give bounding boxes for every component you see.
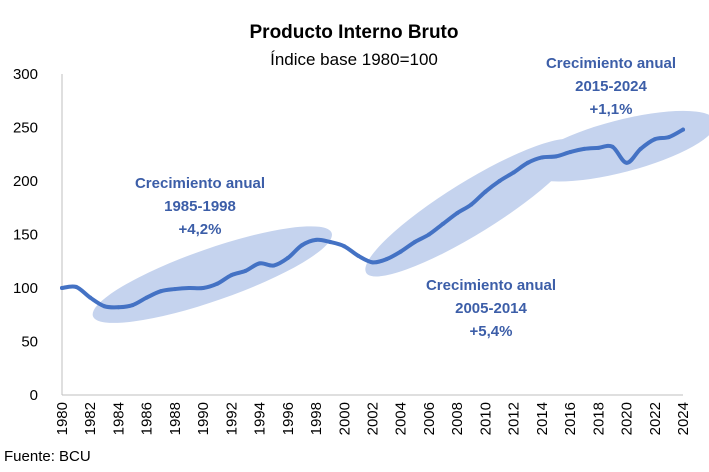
gdp-data-point bbox=[102, 304, 107, 309]
gdp-data-point bbox=[299, 243, 304, 248]
annotation-line: +1,1% bbox=[590, 101, 633, 118]
gdp-data-point bbox=[539, 155, 544, 160]
axes-layer: 0 50 100 150 200 250 300 1980 1982 1984 1986 1988 19… bbox=[13, 66, 692, 435]
gdp-data-point bbox=[582, 146, 587, 151]
growth-period-highlight bbox=[92, 226, 332, 323]
gdp-data-point bbox=[130, 303, 135, 308]
gdp-data-point bbox=[568, 150, 573, 155]
gdp-data-point bbox=[342, 244, 347, 249]
annotation-line: +5,4% bbox=[470, 323, 513, 340]
source-note: Fuente: BCU bbox=[4, 448, 91, 465]
gdp-data-point bbox=[158, 289, 163, 294]
gdp-data-point bbox=[624, 160, 629, 165]
annotation-line: 2015-2024 bbox=[575, 78, 647, 95]
x-tick-label: 2020 bbox=[619, 402, 636, 435]
gdp-data-point bbox=[596, 145, 601, 150]
gdp-data-point bbox=[412, 239, 417, 244]
gdp-data-point bbox=[681, 127, 685, 132]
gdp-data-point bbox=[553, 154, 558, 159]
gdp-data-point bbox=[328, 239, 333, 244]
growth-annotation: Crecimiento anual 1985-1998 +4,2% bbox=[135, 175, 265, 238]
gdp-data-point bbox=[116, 305, 121, 310]
gdp-data-point bbox=[229, 273, 234, 278]
annotation-line: Crecimiento anual bbox=[135, 175, 265, 192]
gdp-data-point bbox=[60, 286, 64, 290]
y-tick-label: 100 bbox=[13, 280, 38, 297]
x-tick-label: 2012 bbox=[506, 402, 523, 435]
x-tick-label: 1986 bbox=[139, 402, 156, 435]
x-tick-label: 2008 bbox=[449, 402, 466, 435]
gdp-data-point bbox=[172, 287, 177, 292]
growth-annotation: Crecimiento anual 2015-2024 +1,1% bbox=[546, 55, 676, 118]
gdp-data-point bbox=[511, 170, 516, 175]
x-tick-label: 2002 bbox=[365, 402, 382, 435]
gdp-data-point bbox=[88, 295, 93, 300]
gdp-data-point bbox=[74, 284, 79, 289]
series-layer bbox=[60, 127, 685, 310]
gdp-data-point bbox=[652, 137, 657, 142]
y-tick-label: 0 bbox=[30, 387, 38, 404]
chart-title: Producto Interno Bruto bbox=[250, 22, 459, 43]
x-tick-label: 2010 bbox=[477, 402, 494, 435]
growth-annotation: Crecimiento anual 2005-2014 +5,4% bbox=[426, 277, 556, 340]
x-tick-label: 2006 bbox=[421, 402, 438, 435]
annotation-line: Crecimiento anual bbox=[426, 277, 556, 294]
gdp-data-point bbox=[314, 237, 319, 242]
x-tick-label: 1992 bbox=[223, 402, 240, 435]
gdp-data-point bbox=[638, 146, 643, 151]
x-tick-label: 2022 bbox=[647, 402, 664, 435]
gdp-data-point bbox=[441, 221, 446, 226]
gdp-data-point bbox=[666, 135, 671, 140]
gdp-data-point bbox=[455, 211, 460, 216]
gdp-data-point bbox=[497, 179, 502, 183]
x-tick-label: 2018 bbox=[590, 402, 607, 435]
annotation-line: +4,2% bbox=[179, 221, 222, 238]
annotation-line: 2005-2014 bbox=[455, 300, 527, 317]
x-tick-label: 1980 bbox=[54, 402, 71, 435]
annotation-line: Crecimiento anual bbox=[546, 55, 676, 72]
y-tick-label: 300 bbox=[13, 66, 38, 83]
chart-subtitle: Índice base 1980=100 bbox=[270, 50, 438, 69]
gdp-data-point bbox=[285, 256, 290, 261]
gdp-data-point bbox=[243, 268, 248, 273]
gdp-data-point bbox=[426, 232, 431, 237]
x-tick-label: 1994 bbox=[252, 402, 269, 435]
gdp-data-point bbox=[215, 281, 220, 286]
x-tick-label: 2000 bbox=[336, 402, 353, 435]
x-tick-label: 1996 bbox=[280, 402, 297, 435]
gdp-data-point bbox=[610, 144, 615, 149]
highlight-layer bbox=[92, 110, 709, 323]
gdp-data-point bbox=[271, 263, 276, 268]
x-tick-label: 2004 bbox=[393, 402, 410, 435]
annotation-line: 1985-1998 bbox=[164, 198, 236, 215]
x-tick-label: 1990 bbox=[195, 402, 212, 435]
y-tick-label: 150 bbox=[13, 227, 38, 244]
x-tick-label: 2016 bbox=[562, 402, 579, 435]
x-tick-label: 1982 bbox=[82, 402, 99, 435]
gdp-data-point bbox=[398, 249, 403, 254]
gdp-data-point bbox=[257, 261, 262, 266]
y-tick-label: 200 bbox=[13, 173, 38, 190]
gdp-data-point bbox=[144, 295, 149, 300]
y-tick-label: 250 bbox=[13, 120, 38, 137]
gdp-data-point bbox=[525, 160, 530, 165]
gdp-data-point bbox=[384, 257, 389, 262]
gdp-data-point bbox=[370, 260, 375, 265]
x-tick-label: 1984 bbox=[110, 402, 127, 435]
y-tick-label: 50 bbox=[21, 334, 38, 351]
x-tick-label: 2024 bbox=[675, 402, 692, 435]
annotation-layer: Crecimiento anual 1985-1998 +4,2%Crecimien… bbox=[135, 55, 676, 340]
x-tick-label: 2014 bbox=[534, 402, 551, 435]
gdp-data-point bbox=[483, 189, 488, 194]
gdp-data-point bbox=[356, 253, 361, 258]
gdp-data-point bbox=[187, 286, 192, 290]
growth-period-highlight bbox=[525, 110, 709, 182]
gdp-data-point bbox=[201, 286, 206, 290]
gdp-data-point bbox=[469, 202, 474, 207]
x-tick-label: 1998 bbox=[308, 402, 325, 435]
x-tick-label: 1988 bbox=[167, 402, 184, 435]
